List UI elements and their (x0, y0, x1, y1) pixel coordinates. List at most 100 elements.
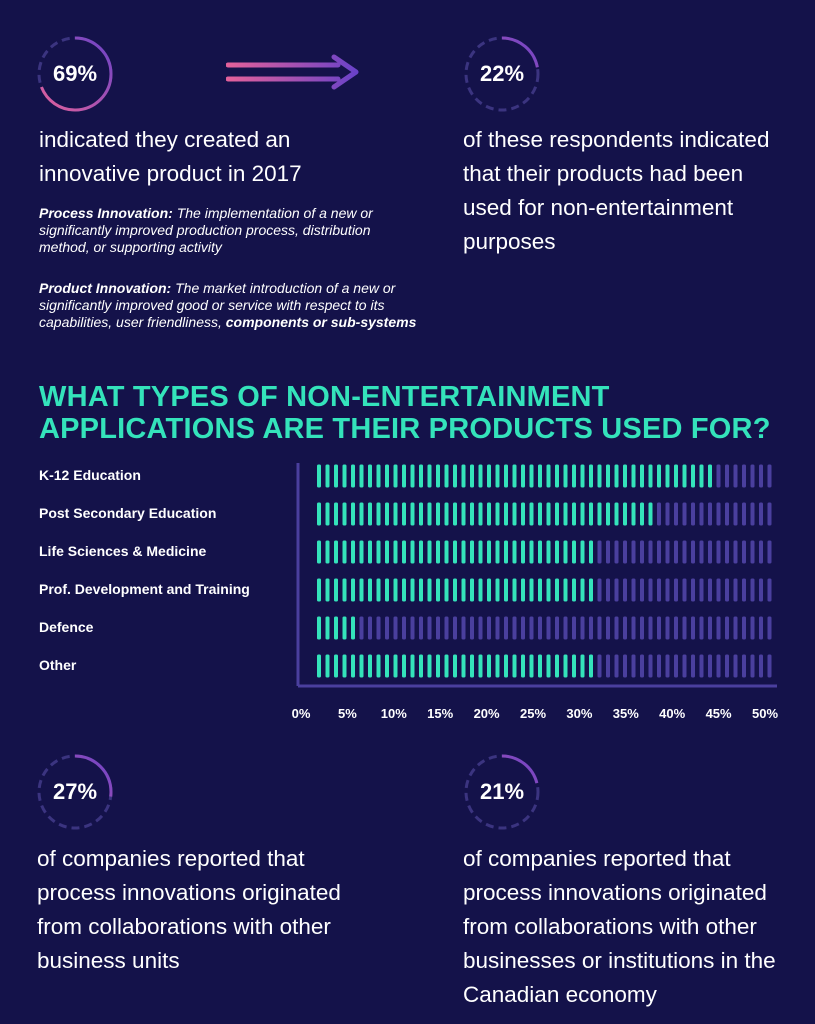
bar-dash-empty (733, 502, 738, 526)
bar-dash-filled (410, 578, 415, 602)
bar-dash-empty (708, 502, 712, 526)
bar-dash-filled (631, 502, 636, 526)
bar-dash-filled (614, 502, 619, 526)
bar-dash-filled (589, 502, 593, 526)
bar-dash-filled (410, 654, 415, 678)
bar-dash-empty (521, 616, 525, 640)
bar-dash-filled (410, 502, 415, 526)
bar-dash-filled (563, 540, 568, 564)
bar-dash-filled (606, 464, 610, 488)
product-innovation-term: Product Innovation: (39, 280, 172, 296)
bar-dash-filled (376, 502, 381, 526)
bar-dash-filled (546, 578, 551, 602)
bar-dash-empty (589, 616, 593, 640)
bar-dash-filled (317, 578, 321, 602)
bar-dash-filled (504, 464, 508, 488)
bar-dash-empty (470, 616, 474, 640)
bar-dash-empty (674, 654, 678, 678)
bar-dash-filled (368, 654, 372, 678)
category-label: Defence (39, 619, 94, 635)
bar-dash-empty (623, 616, 627, 640)
bar-dash-filled (385, 464, 389, 488)
bar-dash-empty (546, 616, 551, 640)
bar-dash-filled (546, 654, 551, 678)
bar-dash-filled (419, 654, 423, 678)
bar-dash-filled (419, 540, 423, 564)
bar-dash-empty (759, 654, 763, 678)
stat-ring-top-right: 22% (462, 34, 542, 114)
bar-dash-filled (444, 502, 449, 526)
bar-dash-empty (640, 616, 644, 640)
bar-dash-filled (368, 578, 372, 602)
bar-dash-empty (716, 464, 721, 488)
bar-dash-empty (733, 616, 738, 640)
bar-dash-filled (342, 464, 347, 488)
bar-dash-empty (716, 540, 721, 564)
bar-dash-filled (589, 540, 593, 564)
progress-ring-arc (37, 754, 113, 830)
arrow-right-icon (226, 54, 359, 90)
bar-dash-filled (334, 540, 338, 564)
bar-dash-filled (351, 540, 355, 564)
bar-dash-empty (716, 502, 721, 526)
bar-dash-empty (640, 578, 644, 602)
bar-dash-filled (614, 464, 619, 488)
bar-dash-empty (691, 654, 695, 678)
bar-dash-empty (767, 616, 772, 640)
bar-dash-filled (504, 578, 508, 602)
bar-dash-filled (393, 578, 398, 602)
bar-dash-filled (325, 616, 330, 640)
bar-dash-empty (699, 502, 704, 526)
bar-dash-empty (572, 616, 576, 640)
bar-dash-filled (708, 464, 712, 488)
bar-chart (296, 463, 777, 688)
bar-dash-filled (597, 502, 602, 526)
bar-dash-filled (376, 464, 381, 488)
bar-dash-empty (682, 502, 687, 526)
bar-dash-empty (733, 464, 738, 488)
bar-dash-filled (410, 464, 415, 488)
bar-dash-filled (436, 654, 440, 678)
bar-dash-empty (674, 502, 678, 526)
bar-dash-empty (631, 654, 636, 678)
bar-dash-empty (631, 540, 636, 564)
bar-dash-filled (555, 540, 559, 564)
bar-dash-empty (750, 502, 755, 526)
bar-dash-filled (606, 502, 610, 526)
process-innovation-text: The implementation of a new or significa… (39, 205, 373, 255)
category-label: Prof. Development and Training (39, 581, 250, 597)
bar-dash-filled (470, 464, 474, 488)
bar-dash-empty (742, 540, 746, 564)
bar-dash-filled (504, 654, 508, 678)
bar-dash-filled (436, 578, 440, 602)
bar-dash-empty (606, 654, 610, 678)
x-tick-label: 20% (473, 706, 500, 721)
bar-dash-empty (725, 464, 729, 488)
bar-dash-empty (657, 654, 661, 678)
bar-dash-empty (359, 616, 364, 640)
bar-dash-filled (487, 502, 491, 526)
bar-dash-filled (461, 654, 466, 678)
bar-dash-filled (512, 540, 517, 564)
bar-dash-filled (589, 578, 593, 602)
bar-dash-filled (538, 540, 542, 564)
bar-dash-empty (563, 616, 568, 640)
bar-dash-filled (580, 654, 585, 678)
progress-ring-top-left (37, 36, 113, 112)
stat-ring-top-left: 69% (35, 34, 115, 114)
bar-dash-filled (427, 540, 432, 564)
bar-dash-empty (623, 578, 627, 602)
bar-dash-filled (427, 578, 432, 602)
bar-dash-filled (504, 502, 508, 526)
bar-dash-empty (657, 540, 661, 564)
x-tick-label: 0% (291, 706, 311, 721)
bar-dash-empty (725, 502, 729, 526)
bar-dash-filled (546, 540, 551, 564)
bar-dash-filled (334, 502, 338, 526)
bar-dash-filled (623, 464, 627, 488)
bar-dash-filled (359, 654, 364, 678)
stat-value-top-right: 22% (479, 61, 525, 86)
stat-value-bottom-left: 27% (52, 779, 98, 804)
bar-dash-filled (325, 502, 330, 526)
bar-dash-empty (376, 616, 381, 640)
